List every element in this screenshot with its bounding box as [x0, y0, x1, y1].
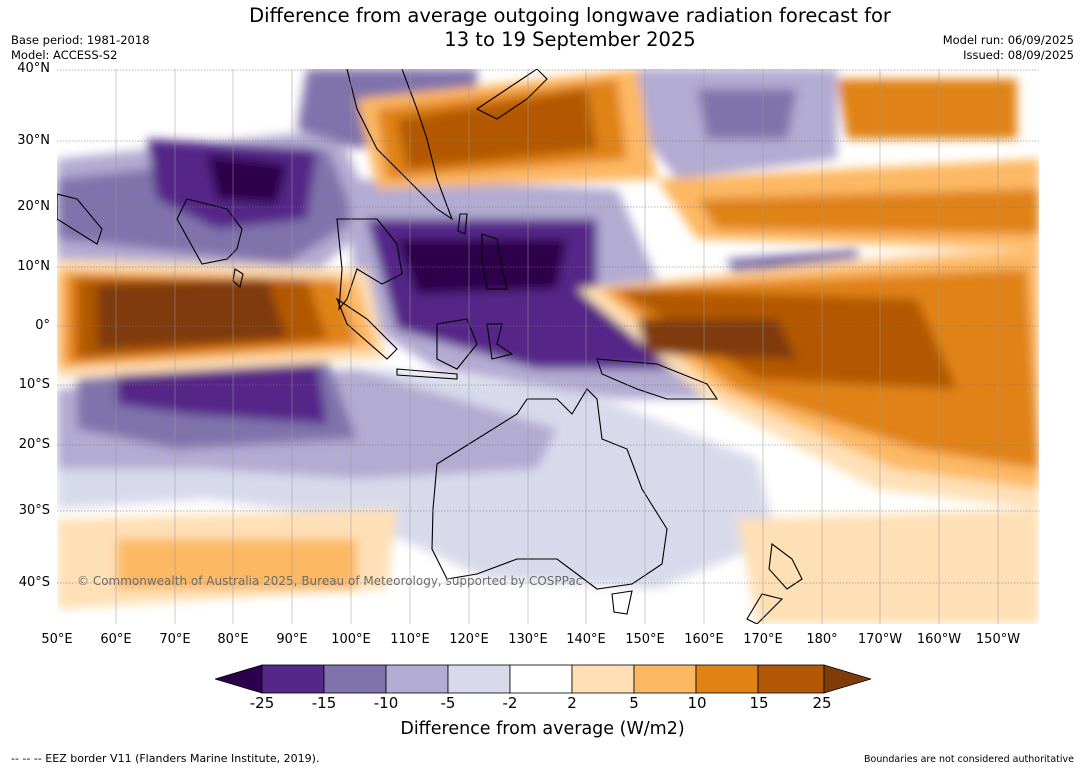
- field-orange-core-north-pacific: [397, 89, 597, 169]
- graticule-meridians: [115, 69, 999, 624]
- arabia-coastline: [57, 193, 103, 245]
- field-purple-core-west-pacific: [397, 239, 567, 294]
- colorbar-bin-2-5: [571, 664, 635, 694]
- colorbar-tick-15: 15: [749, 694, 769, 712]
- eez-border-note: -- -- -- EEZ border V11 (Flanders Marine…: [11, 752, 320, 765]
- colorbar-tick-10: 10: [687, 694, 707, 712]
- base-period: Base period: 1981-2018: [11, 33, 150, 47]
- sri-lanka-coastline: [232, 268, 244, 289]
- colorbar-tick-minus25: -25: [249, 694, 275, 712]
- field-purple-dark-south: [117, 359, 327, 424]
- lon-label-50e: 50°E: [41, 632, 73, 647]
- field-orange-south-east: [737, 509, 1039, 624]
- colorbar-bin-minus2-2: [509, 664, 573, 694]
- sumatra-coastline: [335, 297, 398, 360]
- lon-label-100e: 100°E: [331, 632, 371, 647]
- lon-label-90e: 90°E: [276, 632, 308, 647]
- model-run-date: Model run: 06/09/2025: [942, 33, 1074, 47]
- lat-label-30n: 30°N: [17, 133, 50, 148]
- new-guinea-coastline: [596, 358, 719, 400]
- colorbar: [215, 664, 871, 694]
- lon-label-60e: 60°E: [100, 632, 132, 647]
- lon-label-110e: 110°E: [390, 632, 430, 647]
- colorbar-tick-minus10: -10: [373, 694, 399, 712]
- copyright-notice: © Commonwealth of Australia 2025, Bureau…: [77, 574, 583, 588]
- china-coastline: [346, 69, 454, 221]
- lon-label-150e: 150°E: [625, 632, 665, 647]
- java-coastline: [396, 368, 458, 380]
- philippines-coastline: [481, 233, 508, 290]
- lon-label-160e: 160°E: [684, 632, 724, 647]
- colorbar-extend-high: [823, 664, 871, 694]
- field-orange-south-west-mid: [117, 539, 357, 589]
- title-line-1: Difference from average outgoing longwav…: [249, 4, 891, 27]
- colorbar-bin-minus25-minus15: [261, 664, 325, 694]
- map-canvas: [57, 69, 1039, 624]
- lon-label-120e: 120°E: [449, 632, 489, 647]
- coastlines: [57, 69, 803, 624]
- issued-date: Issued: 08/09/2025: [963, 48, 1074, 62]
- colorbar-tick-2: 2: [567, 694, 577, 712]
- colorbar-tick-5: 5: [629, 694, 639, 712]
- lat-label-10s: 10°S: [18, 377, 50, 392]
- lon-label-140e: 140°E: [566, 632, 606, 647]
- colorbar-bin-minus10-minus5: [385, 664, 449, 694]
- model-name: Model: ACCESS-S2: [11, 48, 118, 62]
- lon-label-150w: 150°W: [975, 632, 1021, 647]
- colorbar-label: Difference from average (W/m2): [400, 719, 685, 739]
- colorbar-bin-10-15: [695, 664, 759, 694]
- taiwan-coastline: [457, 213, 468, 235]
- lat-label-40n: 40°N: [17, 61, 50, 76]
- sulawesi-coastline: [486, 323, 514, 360]
- field-orange-peak-pacific: [637, 319, 797, 359]
- run-info: Model run: 06/09/2025 Issued: 08/09/2025: [943, 33, 1074, 63]
- colorbar-bin-15-25: [757, 664, 825, 694]
- colorbar-extend-low: [215, 664, 263, 694]
- lat-label-10n: 10°N: [17, 259, 50, 274]
- field-purple-core-north: [207, 154, 287, 204]
- lon-label-170w: 170°W: [857, 632, 903, 647]
- colorbar-bin-minus5-minus2: [447, 664, 511, 694]
- japan-coastline: [475, 69, 548, 120]
- field-orange-peak-indian: [97, 279, 287, 349]
- lon-label-130e: 130°E: [508, 632, 548, 647]
- lat-label-20n: 20°N: [17, 199, 50, 214]
- colorbar-tick-minus2: -2: [502, 694, 518, 712]
- model-info: Base period: 1981-2018 Model: ACCESS-S2: [11, 33, 150, 63]
- tasmania-coastline: [611, 590, 633, 615]
- boundary-disclaimer: Boundaries are not considered authoritat…: [864, 754, 1074, 765]
- lon-label-70e: 70°E: [159, 632, 191, 647]
- anomaly-field: [57, 69, 1039, 624]
- lat-label-0: 0°: [35, 318, 50, 333]
- field-orange-northeast-blob: [837, 79, 1017, 139]
- colorbar-bin-5-10: [633, 664, 697, 694]
- lat-label-30s: 30°S: [18, 503, 50, 518]
- australia-coastline: [431, 388, 668, 590]
- colorbar-bin-minus15-minus10: [323, 664, 387, 694]
- field-purple-northeast-core: [697, 89, 797, 139]
- lat-label-20s: 20°S: [18, 437, 50, 452]
- field-orange-north-pacific-band-dark: [697, 189, 1039, 234]
- map-title: Difference from average outgoing longwav…: [200, 4, 940, 52]
- indochina-coastline: [336, 218, 403, 311]
- colorbar-tick-25: 25: [812, 694, 832, 712]
- olr-anomaly-map[interactable]: © Commonwealth of Australia 2025, Bureau…: [57, 69, 1039, 624]
- lon-label-160w: 160°W: [916, 632, 962, 647]
- new-zealand-coastline: [746, 542, 803, 624]
- india-coastline: [176, 198, 243, 265]
- colorbar-tick-minus15: -15: [311, 694, 337, 712]
- title-line-2: 13 to 19 September 2025: [444, 28, 696, 51]
- colorbar-tick-minus5: -5: [440, 694, 456, 712]
- lon-label-80e: 80°E: [217, 632, 249, 647]
- lon-label-170e: 170°E: [743, 632, 783, 647]
- borneo-coastline: [436, 318, 478, 370]
- lon-label-180: 180°: [806, 632, 838, 647]
- lat-label-40s: 40°S: [18, 575, 50, 590]
